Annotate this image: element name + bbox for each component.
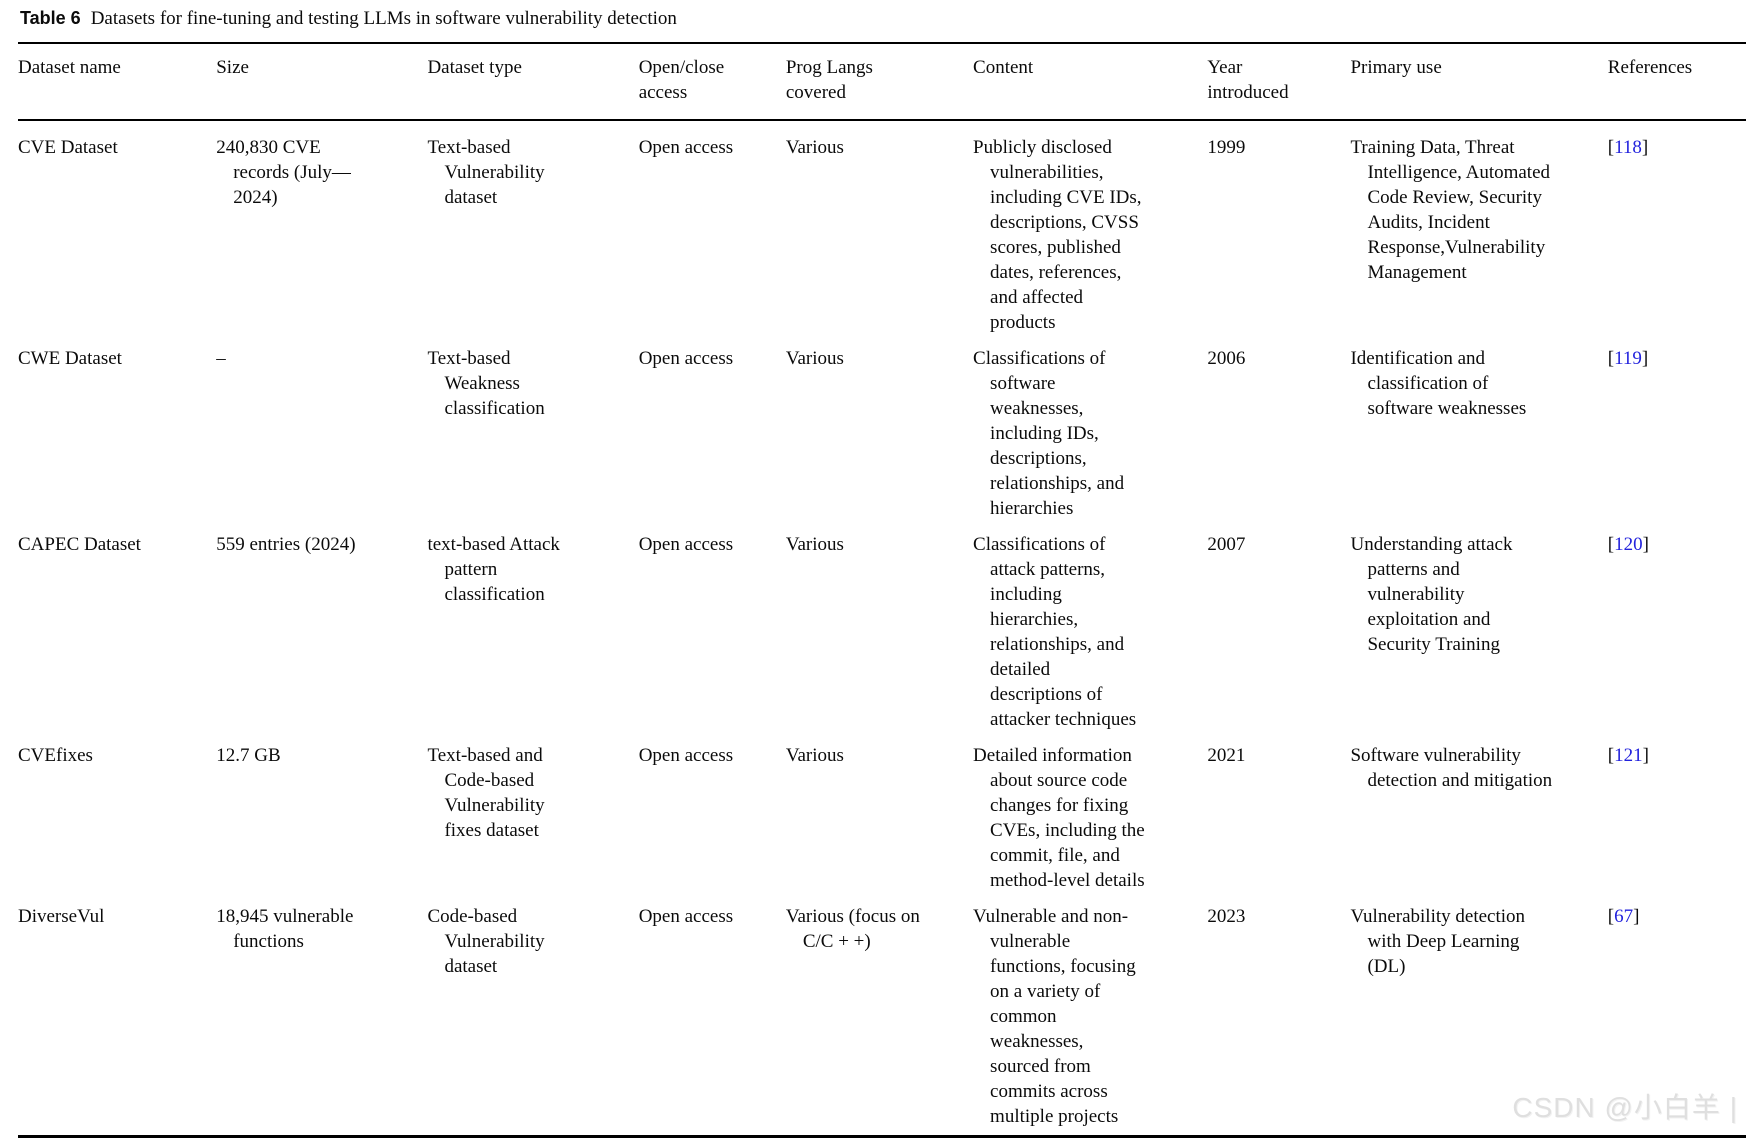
ref-bracket-open: [	[1607, 534, 1615, 555]
ref-bracket-close: ]	[1642, 534, 1649, 555]
table-row: CAPEC Dataset 559 entries (2024) text-ba…	[18, 532, 1746, 743]
cell-dataset-type: Text-based Weakness classification	[427, 348, 545, 419]
reference-link[interactable]: 119	[1614, 348, 1642, 369]
cell-access: Open access	[638, 906, 734, 927]
cell-primary-use: Software vulnerability detection and mit…	[1350, 745, 1553, 791]
cell-year: 2007	[1207, 534, 1246, 555]
cell-content: Classifications of software weaknesses, …	[973, 348, 1125, 519]
table-number-label: Table 6	[20, 8, 81, 28]
header-row: Dataset name Size Dataset type Open/clos…	[18, 43, 1746, 121]
column-header-content: Content	[973, 43, 1208, 121]
cell-access: Open access	[638, 348, 734, 369]
cell-prog-langs: Various	[785, 348, 844, 369]
ref-bracket-close: ]	[1642, 745, 1649, 766]
reference-link[interactable]: 118	[1614, 137, 1642, 158]
cell-prog-langs: Various (focus on C/C + +)	[785, 906, 920, 952]
cell-primary-use: Understanding attack patterns and vulner…	[1350, 534, 1513, 655]
cell-references: [119]	[1608, 346, 1708, 371]
reference-link[interactable]: 67	[1614, 906, 1634, 927]
cell-access: Open access	[638, 745, 734, 766]
ref-bracket-open: [	[1607, 745, 1615, 766]
cell-prog-langs: Various	[785, 137, 844, 158]
column-header-references: References	[1607, 43, 1746, 121]
table-row: CVE Dataset 240,830 CVE records (July—20…	[18, 120, 1746, 346]
cell-primary-use: Identification and classification of sof…	[1350, 348, 1527, 419]
cell-prog-langs: Various	[785, 745, 844, 766]
column-header-prog-langs: Prog Langs covered	[785, 43, 974, 121]
column-header-access: Open/close access	[638, 43, 786, 121]
cell-content: Vulnerable and non-vulnerable functions,…	[973, 906, 1136, 1127]
table-row: CWE Dataset – Text-based Weakness classi…	[18, 346, 1746, 532]
cell-size: 240,830 CVE records (July—2024)	[216, 137, 351, 208]
cell-dataset-type: Text-based and Code-based Vulnerability …	[427, 745, 545, 841]
column-header-dataset-type: Dataset type	[427, 43, 639, 121]
cell-dataset-type: text-based Attack pattern classification	[427, 534, 560, 605]
cell-dataset-name: CAPEC Dataset	[18, 534, 141, 555]
column-header-primary-use: Primary use	[1350, 43, 1608, 121]
cell-size: 18,945 vulnerable functions	[216, 906, 354, 952]
ref-bracket-open: [	[1607, 906, 1615, 927]
ref-bracket-open: [	[1607, 137, 1615, 158]
reference-link[interactable]: 121	[1614, 745, 1643, 766]
cell-access: Open access	[638, 137, 734, 158]
cell-references: [118]	[1608, 135, 1708, 160]
cell-prog-langs: Various	[785, 534, 844, 555]
reference-link[interactable]: 120	[1614, 534, 1643, 555]
table-row: CVEfixes 12.7 GB Text-based and Code-bas…	[18, 743, 1746, 904]
cell-primary-use: Training Data, Threat Intelligence, Auto…	[1350, 137, 1551, 283]
datasets-table: Dataset name Size Dataset type Open/clos…	[18, 42, 1746, 1138]
cell-dataset-name: CWE Dataset	[18, 348, 122, 369]
cell-dataset-type: Code-based Vulnerability dataset	[427, 906, 545, 977]
column-header-size: Size	[216, 43, 428, 121]
cell-primary-use: Vulnerability detection with Deep Learni…	[1350, 906, 1526, 977]
ref-bracket-close: ]	[1633, 906, 1640, 927]
cell-references: [121]	[1608, 743, 1708, 768]
column-header-dataset-name: Dataset name	[18, 43, 217, 121]
cell-dataset-name: CVE Dataset	[18, 137, 118, 158]
cell-dataset-name: CVEfixes	[18, 745, 93, 766]
cell-references: [67]	[1608, 904, 1708, 929]
cell-access: Open access	[638, 534, 734, 555]
column-header-year: Year introduced	[1207, 43, 1351, 121]
cell-content: Publicly disclosed vulnerabilities, incl…	[973, 137, 1142, 333]
cell-size: 12.7 GB	[216, 745, 281, 766]
table-caption: Table 6 Datasets for fine-tuning and test…	[20, 6, 1746, 31]
cell-dataset-name: DiverseVul	[18, 906, 105, 927]
cell-year: 2023	[1207, 906, 1246, 927]
caption-text: Datasets for fine-tuning and testing LLM…	[90, 8, 677, 29]
cell-dataset-type: Text-based Vulnerability dataset	[427, 137, 545, 208]
ref-bracket-close: ]	[1641, 348, 1649, 369]
watermark: CSDN @小白羊 |	[1512, 1092, 1738, 1123]
cell-year: 2021	[1207, 745, 1246, 766]
cell-references: [120]	[1608, 532, 1708, 557]
cell-year: 1999	[1207, 137, 1246, 158]
cell-year: 2006	[1207, 348, 1246, 369]
cell-size: 559 entries (2024)	[216, 534, 356, 555]
ref-bracket-open: [	[1607, 348, 1615, 369]
cell-size: –	[216, 348, 226, 369]
table-row: DiverseVul 18,945 vulnerable functions C…	[18, 904, 1746, 1137]
cell-content: Detailed information about source code c…	[973, 745, 1145, 891]
cell-content: Classifications of attack patterns, incl…	[973, 534, 1137, 730]
ref-bracket-close: ]	[1641, 137, 1649, 158]
